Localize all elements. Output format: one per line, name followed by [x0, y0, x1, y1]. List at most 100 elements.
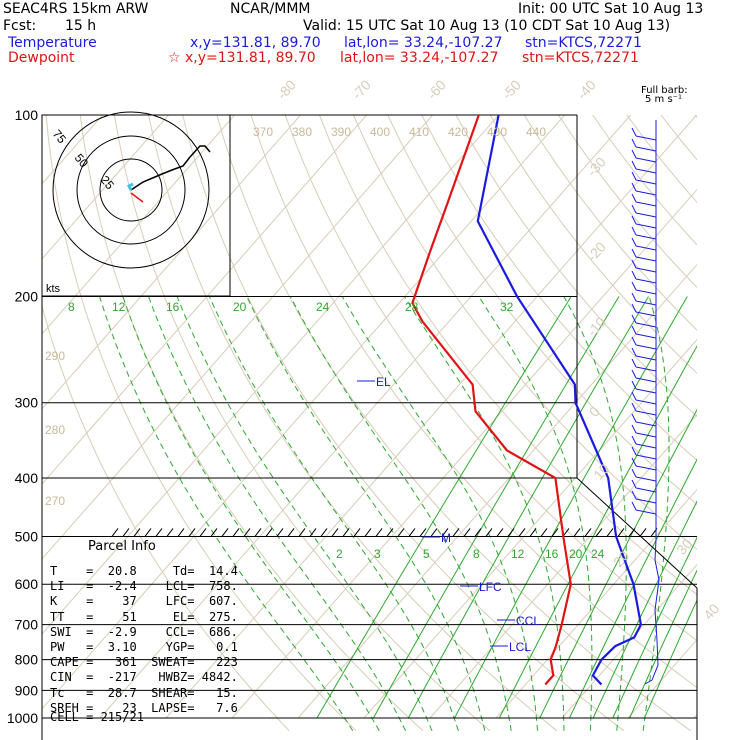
- wind-barb: [635, 146, 657, 152]
- wind-barb: [635, 267, 657, 273]
- wind-barb-flag: [631, 413, 637, 423]
- pressure-label: 700: [15, 617, 39, 633]
- wind-barb: [635, 234, 657, 240]
- wind-barb-flag: [631, 402, 637, 412]
- wind-barb: [635, 498, 657, 504]
- isotherm-label: -10: [584, 314, 610, 340]
- wind-barb: [635, 366, 657, 372]
- wind-barb-flag: [631, 325, 637, 335]
- isotherm-label: -70: [349, 77, 375, 103]
- theta-line: [250, 115, 697, 689]
- isotherm-line: [297, 263, 697, 719]
- hatch-tick: [133, 528, 141, 537]
- theta-line: [182, 115, 625, 732]
- barb-staff-lower: [644, 539, 660, 685]
- theta-label: 370: [253, 125, 273, 139]
- mixing-ratio-label: 3: [374, 547, 381, 561]
- hatch-tick: [122, 528, 130, 537]
- level-marker-label: LCL: [509, 640, 531, 654]
- wind-barb: [635, 278, 657, 284]
- isotherm-label: 30: [673, 535, 695, 557]
- pressure-label: 100: [15, 107, 39, 123]
- legend-dewpoint-marker: ☆: [168, 50, 181, 66]
- hodograph-storm-motion: [130, 192, 144, 203]
- mixing-ratio-lines: [316, 296, 697, 719]
- legend-temperature-xy: x,y=131.81, 89.70: [190, 35, 321, 51]
- theta-line: [42, 304, 290, 732]
- dry-adiabats: [42, 115, 697, 732]
- wind-barb-flag: [631, 435, 637, 445]
- hatch-tick: [298, 528, 306, 537]
- isotherm-line: [42, 115, 302, 410]
- hodograph-low-level: [126, 182, 134, 191]
- moist-adiabat-line: [176, 296, 433, 731]
- wind-barb: [635, 487, 657, 493]
- moist-adiabat-line: [478, 296, 593, 731]
- theta-label: 440: [526, 125, 546, 139]
- hatch-tick: [540, 528, 548, 537]
- theta-line: [455, 115, 697, 418]
- wind-barb: [635, 300, 657, 306]
- parcel-info-row: CIN = -217 HWBZ= 4842.: [50, 670, 238, 685]
- hodograph-ring: [99, 158, 163, 222]
- isotherm-line: [231, 188, 697, 719]
- forecast-label: Fcst:: [3, 18, 37, 34]
- hodograph-ring: [76, 135, 186, 245]
- hodograph-frame: [41, 114, 231, 297]
- wind-barb: [635, 421, 657, 427]
- pressure-label: 400: [15, 470, 39, 486]
- wind-barb: [635, 190, 657, 196]
- dewpoint-profile: [411, 114, 572, 686]
- parcel-info-row: Tc = 28.7 SHEAR= 15.: [50, 685, 238, 700]
- wind-barb-flag: [631, 358, 637, 368]
- wind-barb-flag: [631, 127, 637, 137]
- mixing-ratio-line: [629, 569, 697, 719]
- hatch-tick: [243, 528, 251, 537]
- hatch-tick: [485, 528, 493, 537]
- hatch-tick: [155, 528, 163, 537]
- hatch-tick: [342, 528, 350, 537]
- isotherm-label: -20: [584, 239, 610, 265]
- wind-barb: [635, 168, 657, 174]
- hodograph-ring-label: 75: [50, 127, 70, 146]
- wind-barb: [635, 344, 657, 350]
- wind-barb-flag: [631, 281, 637, 291]
- wind-barb: [635, 333, 657, 339]
- theta-label: 430: [487, 125, 507, 139]
- theta-line: [45, 115, 357, 732]
- wind-barb-flag: [631, 303, 637, 313]
- wind-barb: [635, 256, 657, 262]
- wind-barb-flag: [631, 259, 637, 269]
- hatch-tick: [441, 528, 449, 537]
- wind-barb-flag: [631, 226, 637, 236]
- parcel-info-row: CAPE = 361 SWEAT= 223: [50, 655, 238, 670]
- hatch-tick: [551, 528, 559, 537]
- parcel-info-row: SREH = 23 LAPSE= 7.6: [50, 700, 238, 715]
- wind-barb-flag: [631, 468, 637, 478]
- moist-adiabat-line: [209, 296, 459, 731]
- theta-label: 400: [370, 125, 390, 139]
- legend-dewpoint-xy: x,y=131.81, 89.70: [185, 50, 316, 66]
- isotherms: [42, 115, 697, 719]
- level-marker-label: CCL: [516, 614, 540, 628]
- hatch-tick: [617, 528, 625, 537]
- barb-note-line2: 5 m s⁻¹: [645, 94, 682, 105]
- mixing-ratio-label: 20: [569, 547, 583, 561]
- theta-line: [387, 115, 697, 506]
- wind-barb-flag: [631, 248, 637, 258]
- hatch-tick: [331, 528, 339, 537]
- wind-barb-flag: [631, 336, 637, 346]
- mixing-ratio-label: 16: [166, 300, 180, 314]
- temperature-profile: [476, 114, 643, 686]
- wind-barb: [635, 476, 657, 482]
- wind-barb-flag: [631, 380, 637, 390]
- wind-barb: [635, 212, 657, 218]
- wind-barb-flag: [631, 490, 637, 500]
- isotherm-line: [363, 338, 697, 719]
- level-marker-label: EL: [376, 375, 391, 389]
- parcel-info-row: PW = 3.10 YGP= 0.1: [50, 640, 238, 654]
- isotherm-line: [42, 115, 236, 335]
- hatch-tick: [496, 528, 504, 537]
- theta-line: [318, 115, 697, 596]
